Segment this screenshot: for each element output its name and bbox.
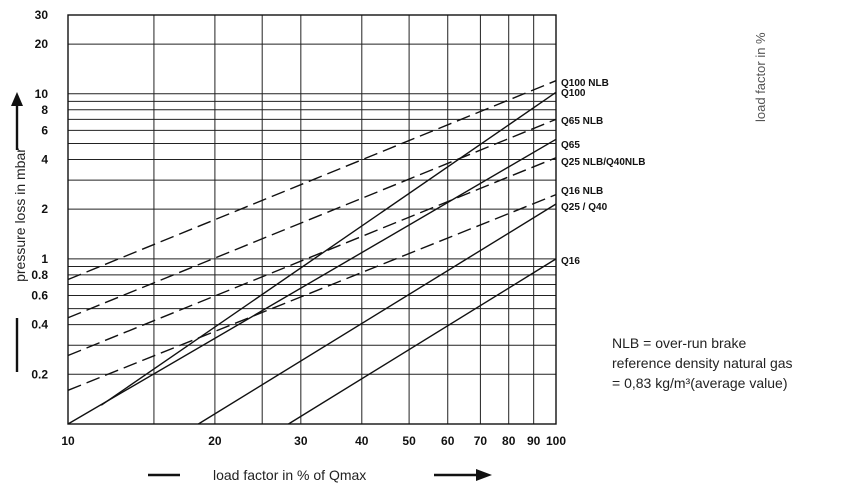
x-tick-label: 70 (474, 434, 488, 448)
legend-line-3: = 0,83 kg/m³(average value) (612, 375, 788, 391)
x-tick-label: 20 (208, 434, 222, 448)
series-label: Q65 NLB (561, 116, 603, 127)
x-tick-label: 90 (527, 434, 541, 448)
legend-note: NLB = over-run brake reference density n… (612, 333, 793, 393)
x-axis-title-group: load factor in % of Qmax (148, 467, 492, 483)
y-tick-label: 8 (41, 103, 48, 117)
legend-line-2: reference density natural gas (612, 355, 793, 371)
y-tick-label: 2 (41, 202, 48, 216)
x-tick-label: 10 (61, 434, 75, 448)
grid (67, 14, 557, 425)
y-axis-title-group: pressure loss in mbar (11, 92, 28, 372)
series-line (288, 258, 557, 425)
y-tick-label: 0.6 (31, 289, 48, 303)
series-line (67, 138, 557, 425)
series-line (67, 118, 557, 319)
x-axis-arrowhead-icon (476, 469, 492, 481)
series-line (67, 157, 557, 357)
series-label: Q100 (561, 88, 586, 99)
series-label: Q65 (561, 140, 580, 151)
y-tick-label: 0.2 (31, 367, 48, 381)
x-tick-label: 30 (294, 434, 308, 448)
y-tick-label: 20 (35, 37, 49, 51)
x-tick-label: 40 (355, 434, 369, 448)
series-label: Q25 / Q40 (561, 202, 608, 213)
series-label: Q16 (561, 256, 580, 267)
y-tick-label: 30 (35, 8, 49, 22)
series-lines (67, 80, 557, 425)
series-line (100, 91, 557, 406)
series-label: Q16 NLB (561, 186, 603, 197)
series-label: Q100 NLB (561, 78, 609, 89)
x-tick-label: 60 (441, 434, 455, 448)
y-axis-label: pressure loss in mbar (12, 148, 28, 282)
series-line (198, 203, 557, 425)
y-tick-label: 0.4 (31, 318, 48, 332)
y-tick-label: 4 (41, 152, 48, 166)
y-tick-label: 10 (35, 87, 49, 101)
y-tick-label: 0.8 (31, 268, 48, 282)
y-tick-label: 1 (41, 252, 48, 266)
y-axis-arrowhead-icon (11, 92, 23, 106)
plot-frame (67, 14, 557, 425)
x-axis-label: load factor in % of Qmax (213, 467, 366, 483)
series-line (67, 80, 557, 281)
tick-labels: 0.2 0.4 0.6 0.8 1 2 4 6 8 10 20 30 10 20 30 40 50 60 70 80 9… (31, 8, 566, 448)
corner-axis-text: load factor in % (753, 32, 768, 122)
x-tick-label: 50 (402, 434, 416, 448)
series-label: Q25 NLB/Q40NLB (561, 157, 645, 168)
series-line (67, 193, 557, 391)
legend-line-1: NLB = over-run brake (612, 335, 747, 351)
y-tick-label: 6 (41, 123, 48, 137)
x-tick-label: 100 (546, 434, 566, 448)
x-tick-label: 80 (502, 434, 516, 448)
